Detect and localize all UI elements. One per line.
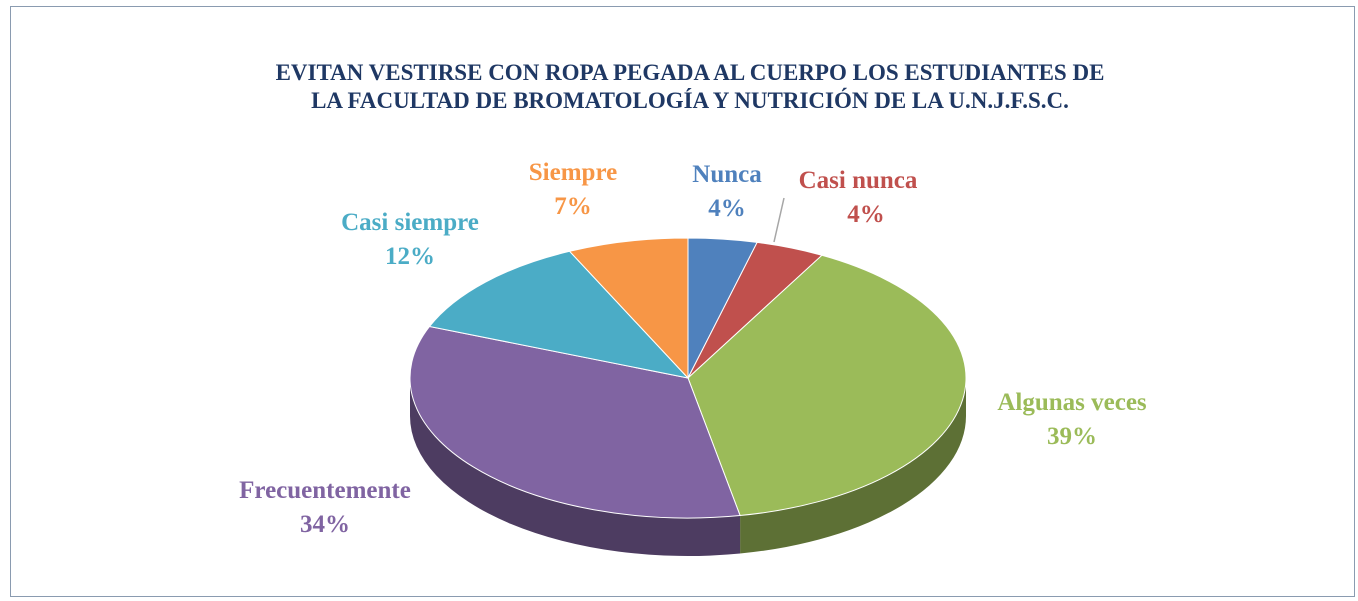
value-label: 34%: [300, 511, 350, 538]
slice-label: Frecuentemente: [239, 477, 411, 504]
chart-title: EVITAN VESTIRSE CON ROPA PEGADA AL CUERP…: [276, 60, 1105, 85]
value-label: 7%: [554, 193, 592, 220]
pie-tops: [409, 237, 967, 519]
slice-label: Siempre: [529, 159, 617, 186]
value-label: 4%: [847, 201, 885, 228]
chart-title: LA FACULTAD DE BROMATOLOGÍA Y NUTRICIÓN …: [311, 87, 1069, 113]
pie-sides: [410, 378, 966, 556]
value-label: 4%: [708, 195, 746, 222]
slice-label: Casi siempre: [341, 209, 479, 236]
slice: [687, 254, 967, 517]
slice: [568, 237, 689, 380]
slice-label: Casi nunca: [799, 167, 918, 194]
slice-side: [410, 378, 741, 556]
value-label: 12%: [385, 243, 435, 270]
slice: [428, 250, 690, 379]
slice-side: [740, 378, 966, 554]
leader-line: [773, 197, 785, 243]
slice-label: Algunas veces: [997, 389, 1147, 416]
data-labels: Nunca 4% Casi nunca 4% Algunas veces 39% Frecu…: [239, 159, 1147, 538]
value-label: 39%: [1047, 423, 1097, 450]
slice: [409, 325, 741, 519]
slice-label: Nunca: [692, 161, 762, 188]
